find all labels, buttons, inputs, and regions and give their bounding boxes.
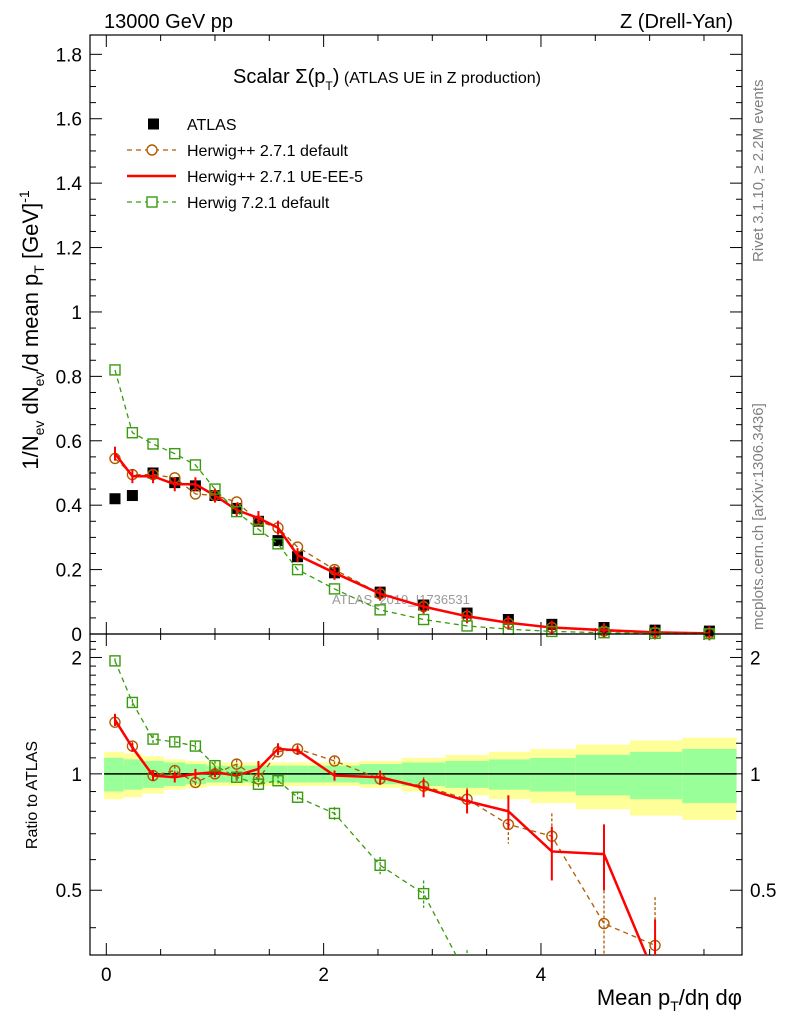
- herwig7-ratio-point: [147, 733, 159, 745]
- syst-band-inner: [630, 751, 683, 800]
- x-axis-label: Mean pT/dη dφ: [597, 985, 742, 1014]
- herwig7-ratio-point: [169, 736, 181, 748]
- y-tick-label: 0.6: [56, 432, 82, 453]
- legend-entry-1-marker: [146, 144, 158, 156]
- main-y-axis-label: 1/Nev dNev/d mean pT [GeV]-1: [16, 190, 47, 470]
- herwig7-ratio-point: [462, 971, 472, 981]
- ratio-y-tick-label: 0.5: [56, 881, 82, 902]
- y-tick-label: 0.4: [56, 496, 83, 517]
- herwig7-point: [126, 427, 139, 439]
- rivet-label: Rivet 3.1.10, ≥ 2.2M events: [750, 80, 767, 263]
- herwig7-point: [169, 447, 181, 460]
- herwig7-line: [114, 369, 710, 635]
- ratio-y-axis-label: Ratio to ATLAS: [24, 741, 41, 849]
- herwig7-ratio-point: [272, 775, 284, 787]
- y-tick-label: 0.2: [56, 561, 82, 582]
- herwig7-point: [147, 438, 159, 450]
- legend-entry-0-marker: [148, 118, 159, 130]
- ue-ee5-ratio-line: [113, 719, 648, 955]
- herwig7-ratio-point: [328, 807, 341, 820]
- x-tick-label: 2: [318, 965, 329, 986]
- herwig7-point: [209, 483, 221, 495]
- header-right: Z (Drell-Yan): [620, 11, 733, 33]
- legend: ATLAS Herwig++ 2.7.1 default Herwig++ 2.7.…: [127, 117, 363, 212]
- y-tick-label: 1.8: [56, 45, 82, 66]
- legend-entry-3-marker: [146, 196, 158, 208]
- herwigpp-default-ratio-point: [230, 758, 243, 770]
- herwig7-point: [272, 538, 284, 550]
- herwig7-ratio-point: [374, 859, 386, 872]
- herwig7-point: [252, 523, 265, 536]
- legend-entry-2-label: Herwig++ 2.7.1 UE-EE-5: [187, 169, 363, 186]
- syst-band-inner: [682, 748, 737, 804]
- herwig7-point: [230, 505, 243, 518]
- ratio-y-tick-label: 2: [71, 648, 82, 669]
- ratio-y-tick-label: 1: [71, 765, 82, 786]
- y-tick-label: 1.4: [56, 174, 83, 195]
- x-tick-label: 0: [101, 965, 112, 986]
- herwig7-point: [328, 583, 341, 595]
- legend-entry-0-label: ATLAS: [187, 117, 237, 134]
- ratio-series: [109, 655, 661, 981]
- herwig7-point: [189, 459, 202, 471]
- syst-band-inner: [575, 754, 631, 796]
- ratio-y-tick-label-right: 1: [750, 765, 761, 786]
- herwig7-point: [649, 627, 661, 640]
- ratio-y-tick-label-right: 0.5: [750, 881, 776, 902]
- herwig7-ratio-point: [126, 696, 139, 709]
- herwigpp-default-ratio-point: [598, 917, 610, 930]
- ratio-plot: 0 2 4 0.5 0.5 1 1 2 2: [56, 633, 776, 986]
- herwig7-point: [374, 604, 386, 616]
- herwigpp-default-line: [114, 458, 710, 635]
- legend-entry-1-label: Herwig++ 2.7.1 default: [187, 143, 349, 160]
- ratio-y-tick-label-right: 2: [750, 648, 761, 669]
- x-tick-label: 4: [536, 965, 547, 986]
- atlas-data-point: [272, 535, 284, 547]
- y-tick-label: 0.8: [56, 367, 82, 388]
- header-left: 13000 GeV pp: [104, 11, 233, 33]
- legend-entry-3-label: Herwig 7.2.1 default: [187, 195, 330, 212]
- herwig7-ratio-line: [114, 660, 457, 955]
- syst-band-inner: [104, 757, 124, 792]
- herwig7-ratio-point: [189, 740, 202, 752]
- herwig7-point: [417, 613, 430, 626]
- y-tick-label: 1: [71, 303, 82, 324]
- herwig7-point: [291, 563, 304, 576]
- herwig7-ratio-point: [109, 655, 121, 667]
- atlas-data-point: [126, 490, 138, 502]
- herwig7-ratio-point: [230, 771, 243, 783]
- herwig7-ratio-point: [291, 791, 304, 803]
- herwig7-point: [546, 625, 558, 638]
- main-plot: 0 0.2 0.4 0.6 0.8 1 1.2 1.4 1.6 1.8: [56, 34, 743, 955]
- herwig7-point: [109, 364, 121, 376]
- mcplots-label: mcplots.cern.ch [arXiv:1306.3436]: [750, 403, 767, 630]
- atlas-data-point: [109, 493, 121, 505]
- main-plot-title: Scalar Σ(pT) (ATLAS UE in Z production): [233, 66, 541, 93]
- herwigpp-default-ratio-point: [328, 755, 341, 767]
- herwig7-point: [461, 620, 473, 632]
- y-tick-label: 1.2: [56, 239, 82, 260]
- y-tick-label: 0: [71, 625, 82, 646]
- herwig7-point: [598, 627, 610, 639]
- ratio-plot-frame: [89, 633, 743, 956]
- y-tick-label: 1.6: [56, 110, 82, 131]
- syst-band-inner: [530, 757, 576, 792]
- herwig7-ratio-point: [417, 887, 430, 900]
- herwig7-ratio-point: [209, 759, 221, 772]
- herwig7-ratio-point: [252, 778, 265, 790]
